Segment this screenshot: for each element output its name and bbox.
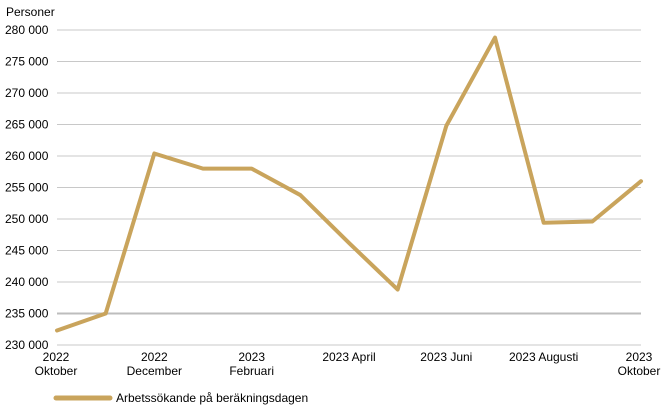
y-tick-label: 260 000	[5, 149, 49, 163]
x-tick-label-line: Februari	[229, 364, 274, 378]
x-tick-label-line: 2022	[141, 350, 168, 364]
x-tick-label: 2023 Oktober	[618, 350, 661, 378]
x-tick-label: 2022 December	[127, 350, 182, 378]
y-tick-label: 265 000	[5, 118, 49, 132]
x-tick-label-line: 2023 Augusti	[509, 350, 578, 364]
series-line	[55, 35, 643, 333]
y-tick-label: 235 000	[5, 307, 49, 321]
x-tick-label-line: 2022	[43, 350, 70, 364]
x-tick-label: 2022 Oktober	[35, 350, 78, 378]
x-tick-label-line: 2023 Juni	[420, 350, 472, 364]
legend-label: Arbetssökande på beräkningsdagen	[116, 391, 308, 405]
x-tick-label-line: Oktober	[618, 364, 661, 378]
y-tick-label: 250 000	[5, 212, 49, 226]
x-tick-label-line: 2023	[626, 350, 653, 364]
y-axis-tick-labels: 280 000 275 000 270 000 265 000 260 000 255 0…	[5, 23, 49, 352]
x-tick-label-line: 2023 April	[322, 350, 375, 364]
y-tick-label: 255 000	[5, 181, 49, 195]
series-lines	[55, 35, 643, 333]
legend: Arbetssökande på beräkningsdagen	[53, 391, 308, 405]
y-tick-label: 270 000	[5, 86, 49, 100]
y-tick-label: 280 000	[5, 23, 49, 37]
x-tick-label-line: Oktober	[35, 364, 78, 378]
y-tick-label: 275 000	[5, 55, 49, 69]
gridlines	[57, 29, 641, 346]
y-tick-label: 230 000	[5, 338, 49, 352]
y-tick-label: 245 000	[5, 244, 49, 258]
y-tick-label: 240 000	[5, 275, 49, 289]
x-tick-label: 2023 Juni	[420, 350, 472, 364]
x-tick-label: 2023 Februari	[229, 350, 274, 378]
y-axis-title: Personer	[6, 5, 55, 19]
x-tick-label: 2023 Augusti	[509, 350, 578, 364]
x-tick-label-line: 2023	[238, 350, 265, 364]
x-tick-label: 2023 April	[322, 350, 375, 364]
x-tick-label-line: December	[127, 364, 182, 378]
